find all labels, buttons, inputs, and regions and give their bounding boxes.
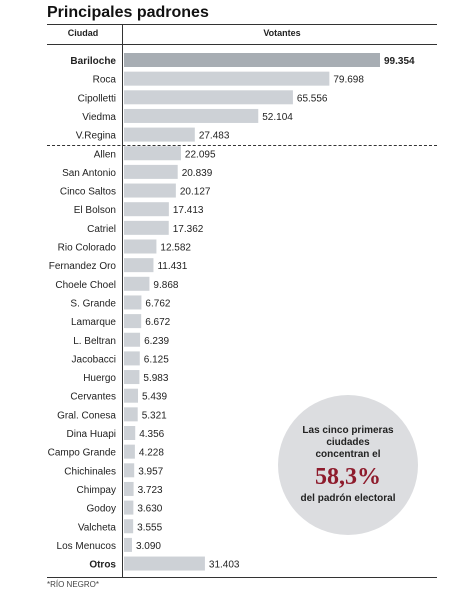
city-label-choele-choel: Choele Choel (55, 280, 116, 291)
bar-cinco-saltos (124, 183, 176, 198)
bar-chimpay (124, 481, 134, 496)
city-label-s-grande: S. Grande (70, 298, 116, 309)
city-label-jacobacci: Jacobacci (72, 354, 116, 365)
city-label-san-antonio: San Antonio (62, 168, 116, 179)
value-label-bariloche: 99.354 (384, 56, 415, 67)
value-label-catriel: 17.362 (173, 224, 204, 235)
bar-campo-grande (124, 444, 135, 459)
value-label-valcheta: 3.555 (137, 522, 162, 533)
value-label-rio-colorado: 12.582 (160, 243, 191, 254)
top-five-separator (47, 145, 437, 146)
city-label-cipolletti: Cipolletti (78, 93, 116, 104)
city-label-dina-huapi: Dina Huapi (67, 429, 116, 440)
value-label-fernandez-oro: 11.431 (157, 261, 187, 272)
header-rule (47, 44, 437, 45)
value-label-allen: 22.095 (185, 149, 216, 160)
city-label-allen: Allen (94, 149, 116, 160)
city-label-godoy: Godoy (87, 504, 116, 515)
value-label-chichinales: 3.957 (138, 466, 163, 477)
bar-catriel (124, 220, 169, 235)
value-label-l-beltran: 6.239 (144, 336, 169, 347)
value-label-s-grande: 6.762 (145, 298, 170, 309)
bar-huergo (124, 370, 140, 385)
city-label-cervantes: Cervantes (70, 392, 116, 403)
callout-percentage: 58,3% (315, 464, 381, 490)
bar-los-menucos (124, 537, 132, 552)
bar-cervantes (124, 388, 139, 403)
city-label-chichinales: Chichinales (64, 466, 116, 477)
bar-dina-huapi (124, 426, 136, 440)
city-label-chimpay: Chimpay (77, 485, 116, 496)
value-label-godoy: 3.630 (137, 504, 162, 515)
value-label-choele-choel: 9.868 (153, 280, 178, 291)
city-label-otros: Otros (89, 560, 116, 571)
bar-fernandez-oro (124, 258, 154, 273)
bar-gral-conesa (124, 407, 138, 422)
city-label-cinco-saltos: Cinco Saltos (60, 187, 116, 198)
bottom-rule (47, 577, 437, 578)
bar-cipolletti (124, 90, 293, 105)
value-label-roca: 79.698 (333, 75, 364, 86)
chart-title: Principales padrones (47, 4, 209, 21)
bar-chichinales (124, 463, 135, 478)
callout-text-bottom: del padrón electoral (300, 493, 396, 504)
value-label-cinco-saltos: 20.127 (180, 187, 211, 198)
value-label-viedma: 52.104 (262, 112, 293, 123)
city-label-fernandez-oro: Fernandez Oro (49, 261, 117, 272)
column-divider (122, 24, 123, 578)
city-label-los-menucos: Los Menucos (57, 541, 116, 552)
city-label-campo-grande: Campo Grande (48, 448, 117, 459)
city-label-huergo: Huergo (83, 373, 116, 384)
bar-valcheta (124, 519, 134, 534)
value-label-san-antonio: 20.839 (182, 168, 213, 179)
value-label-los-menucos: 3.090 (136, 541, 161, 552)
bar-el-bolson (124, 202, 169, 217)
bar-v-regina (124, 127, 195, 142)
value-label-cipolletti: 65.556 (297, 93, 328, 104)
value-label-cervantes: 5.439 (142, 392, 167, 403)
bar-rio-colorado (124, 239, 157, 254)
city-label-gral-conesa: Gral. Conesa (57, 410, 116, 421)
column-header-city: Ciudad (67, 28, 99, 38)
city-label-el-bolson: El Bolson (74, 205, 116, 216)
bar-l-beltran (124, 332, 141, 347)
value-label-otros: 31.403 (209, 560, 240, 571)
bar-viedma (124, 108, 259, 123)
top-rule (47, 24, 437, 25)
city-label-viedma: Viedma (82, 112, 116, 123)
bar-otros (124, 556, 205, 571)
value-label-dina-huapi: 4.356 (139, 429, 164, 440)
bar-san-antonio (124, 164, 178, 179)
city-label-bariloche: Bariloche (70, 56, 116, 67)
value-label-huergo: 5.983 (143, 373, 168, 384)
callout-circle: Las cinco primeras ciudades concentran e… (278, 395, 418, 535)
value-label-chimpay: 3.723 (138, 485, 163, 496)
bar-godoy (124, 500, 134, 515)
bar-lamarque (124, 314, 142, 329)
bar-roca (124, 71, 330, 86)
bar-s-grande (124, 295, 142, 310)
value-label-jacobacci: 6.125 (144, 354, 169, 365)
city-label-roca: Roca (93, 75, 117, 86)
city-label-rio-colorado: Rio Colorado (58, 243, 117, 254)
city-label-valcheta: Valcheta (78, 522, 117, 533)
value-label-lamarque: 6.672 (145, 317, 170, 328)
value-label-campo-grande: 4.228 (139, 448, 164, 459)
city-label-l-beltran: L. Beltran (73, 336, 116, 347)
bar-allen (124, 146, 181, 161)
city-label-catriel: Catriel (87, 224, 116, 235)
city-label-v-regina: V.Regina (76, 131, 117, 142)
bar-choele-choel (124, 276, 150, 291)
value-label-v-regina: 27.483 (199, 131, 230, 142)
bar-bariloche (124, 53, 380, 67)
city-label-lamarque: Lamarque (71, 317, 116, 328)
source-note: *RÍO NEGRO* (47, 580, 100, 589)
callout-text-top: Las cinco primeras ciudades concentran e… (302, 425, 394, 460)
value-label-el-bolson: 17.413 (173, 205, 204, 216)
bar-jacobacci (124, 351, 140, 366)
column-header-voters: Votantes (263, 28, 301, 38)
value-label-gral-conesa: 5.321 (142, 410, 167, 421)
